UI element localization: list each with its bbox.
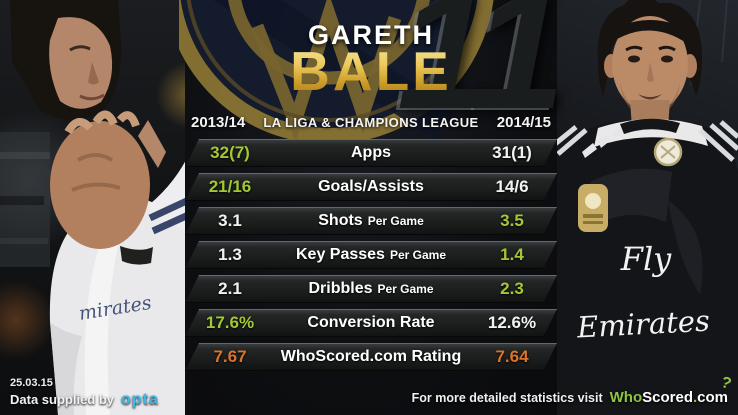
whoscored-logo-dot: . [692, 389, 698, 406]
stat-value-2013-14: 21/16 [208, 177, 252, 196]
bale-head [597, 0, 702, 128]
stat-label: Key Passes Per Game [295, 246, 446, 263]
stat-label: Goals/Assists [318, 178, 424, 195]
whoscored-logo: WhoScored.com? [609, 374, 734, 406]
stat-row-apps: 32(7) Apps 31(1) [185, 139, 557, 167]
stat-row-conversion-rate: 17.6% Conversion Rate 12.6% [185, 309, 557, 337]
stat-value-2014-15: 7.64 [495, 347, 529, 366]
stat-value-2013-14: 7.67 [213, 347, 247, 366]
stat-label: Shots Per Game [318, 212, 424, 229]
stat-value-2013-14: 1.3 [218, 245, 242, 264]
bale-left-illustration: mirates [0, 0, 195, 415]
stat-label: Dribbles Per Game [308, 280, 434, 297]
bale-right-illustration: Fly Emirates [550, 0, 738, 415]
player-last-name: BALE [185, 44, 557, 99]
whoscored-logo-who: Who [609, 389, 643, 406]
stats-panel: 11 GARETH BALE 2013/14 LA LIGA & CHAMPIO… [179, 0, 565, 415]
table-header: 2013/14 LA LIGA & CHAMPIONS LEAGUE 2014/… [185, 114, 557, 131]
stadium-stands [0, 132, 50, 267]
stat-row-whoscored-rating: 7.67 WhoScored.com Rating 7.64 [185, 343, 557, 371]
stat-value-2013-14: 2.1 [218, 279, 242, 298]
real-madrid-crest [179, 0, 494, 144]
shirt-number: 11 [397, 0, 565, 134]
opta-logo: opta [121, 391, 159, 408]
stat-value-2013-14: 3.1 [218, 211, 242, 230]
stat-row-dribbles: 2.1 Dribbles Per Game 2.3 [185, 275, 557, 303]
right-jersey-sponsor-line1: Fly [620, 240, 672, 278]
stat-row-goals-assists: 21/16 Goals/Assists 14/6 [185, 173, 557, 201]
stat-value-2014-15: 14/6 [495, 177, 529, 196]
adidas-shoulder-stripes [550, 120, 738, 162]
stat-row-key-passes: 1.3 Key Passes Per Game 1.4 [185, 241, 557, 269]
adidas-logo [582, 128, 623, 158]
footer-cta: For more detailed statistics visit WhoSc… [411, 374, 734, 406]
stat-value-2014-15: 31(1) [492, 143, 532, 162]
stat-value-2013-14: 32(7) [210, 143, 250, 162]
data-credit-text: Data supplied by [10, 392, 115, 407]
whoscored-logo-scored: Scored [642, 389, 693, 406]
publish-date: 25.03.15 [10, 377, 53, 389]
competition-label: LA LIGA & CHAMPIONS LEAGUE [263, 115, 479, 130]
footer-credit: 25.03.15 Data supplied by opta [10, 377, 159, 409]
player-first-name: GARETH [308, 20, 434, 50]
club-crest-patch [653, 137, 683, 167]
stat-row-shots: 3.1 Shots Per Game 3.5 [185, 207, 557, 235]
stat-value-2014-15: 3.5 [500, 211, 524, 230]
whoscored-logo-com: com [697, 389, 728, 406]
season-left-label: 2013/14 [191, 114, 246, 131]
photo-bale-2014-15: Fly Emirates [550, 0, 738, 415]
stat-value-2014-15: 12.6% [487, 313, 537, 332]
right-jersey-sponsor-line2: Emirates [575, 304, 710, 345]
stat-value-2014-15: 1.4 [500, 245, 524, 264]
cta-text: For more detailed statistics visit [411, 391, 603, 405]
stats-table: 32(7) Apps 31(1) 21/16 Goals/Assists 14/… [185, 139, 557, 377]
season-right-label: 2014/15 [496, 114, 551, 131]
stat-value-2013-14: 17.6% [205, 313, 255, 332]
stat-label: Apps [351, 144, 391, 161]
bale-jersey-black: Fly Emirates [550, 118, 738, 415]
heart-gesture-hands [50, 110, 153, 265]
stat-value-2014-15: 2.3 [500, 279, 524, 298]
stat-label: Conversion Rate [307, 314, 435, 331]
bale-head [10, 0, 122, 120]
data-credit: Data supplied by opta [10, 391, 159, 409]
stat-label: WhoScored.com Rating [280, 348, 462, 365]
world-champions-badge [578, 184, 608, 232]
photo-bale-2013-14: mirates [0, 0, 195, 415]
